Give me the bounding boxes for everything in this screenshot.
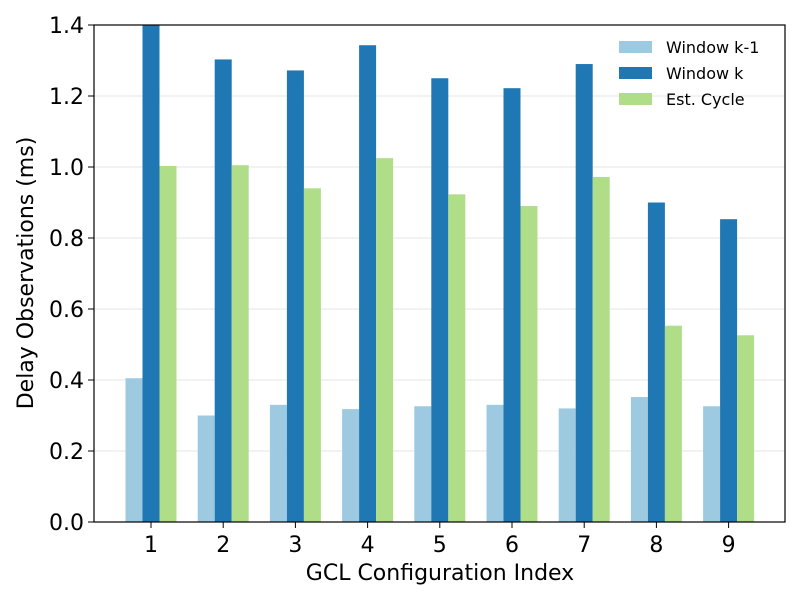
- legend-label: Window k-1: [666, 38, 759, 57]
- bar-window-k-8: [647, 202, 665, 522]
- legend-swatch: [619, 67, 652, 79]
- bar-window-k-1-7: [558, 408, 576, 522]
- x-tick-label: 5: [433, 533, 447, 558]
- x-tick-label: 1: [144, 533, 158, 558]
- y-tick-label: 1.4: [49, 14, 84, 39]
- bar-window-k-1-8: [630, 397, 648, 522]
- x-tick-label: 7: [577, 533, 591, 558]
- y-tick-label: 0.6: [49, 298, 84, 323]
- bar-window-k-1-1: [125, 378, 143, 522]
- bar-window-k-1-6: [486, 404, 504, 522]
- bar-est-cycle-6: [520, 206, 538, 523]
- bar-window-k-2: [214, 59, 232, 523]
- y-tick-label: 1.0: [49, 156, 84, 181]
- bar-window-k-1: [142, 25, 160, 522]
- bars: [125, 25, 755, 523]
- x-axis-label: GCL Configuration Index: [306, 561, 574, 586]
- bar-window-k-1-4: [342, 409, 360, 522]
- legend-label: Est. Cycle: [666, 90, 745, 109]
- y-tick-label: 0.0: [49, 511, 84, 536]
- bar-window-k-1-9: [703, 406, 721, 522]
- bar-est-cycle-7: [592, 176, 610, 522]
- bar-est-cycle-3: [303, 188, 321, 523]
- y-tick-label: 0.8: [49, 227, 84, 252]
- bar-window-k-1-5: [414, 406, 432, 522]
- legend-swatch: [619, 93, 652, 105]
- x-tick-label: 4: [361, 533, 375, 558]
- y-tick-label: 0.4: [49, 369, 84, 394]
- bar-window-k-6: [503, 88, 521, 522]
- bar-window-k-9: [720, 219, 738, 522]
- bar-window-k-1-2: [197, 415, 215, 522]
- bar-window-k-5: [431, 78, 449, 522]
- bar-window-k-3: [286, 70, 304, 522]
- bar-est-cycle-2: [231, 165, 249, 522]
- bar-window-k-1-3: [269, 404, 287, 522]
- y-axis: 0.0 0.2 0.4 0.6 0.8 1.0 1.2 1.4: [49, 14, 94, 536]
- bar-est-cycle-5: [448, 194, 466, 522]
- y-tick-label: 0.2: [49, 440, 84, 465]
- x-axis: 1 2 3 4 5 6 7 8 9: [144, 522, 736, 558]
- bar-est-cycle-4: [376, 158, 394, 522]
- legend: Window k-1 Window k Est. Cycle: [619, 38, 759, 109]
- bar-window-k-7: [575, 64, 593, 523]
- y-axis-label: Delay Observations (ms): [14, 137, 39, 410]
- x-tick-label: 6: [505, 533, 519, 558]
- bar-est-cycle-8: [664, 325, 682, 522]
- bar-est-cycle-1: [159, 165, 177, 522]
- x-tick-label: 2: [216, 533, 230, 558]
- legend-label: Window k: [666, 64, 744, 83]
- bar-window-k-4: [359, 45, 377, 523]
- x-tick-label: 9: [722, 533, 736, 558]
- bar-est-cycle-9: [737, 335, 755, 522]
- legend-swatch: [619, 41, 652, 53]
- x-tick-label: 8: [649, 533, 663, 558]
- x-tick-label: 3: [288, 533, 302, 558]
- y-tick-label: 1.2: [49, 85, 84, 110]
